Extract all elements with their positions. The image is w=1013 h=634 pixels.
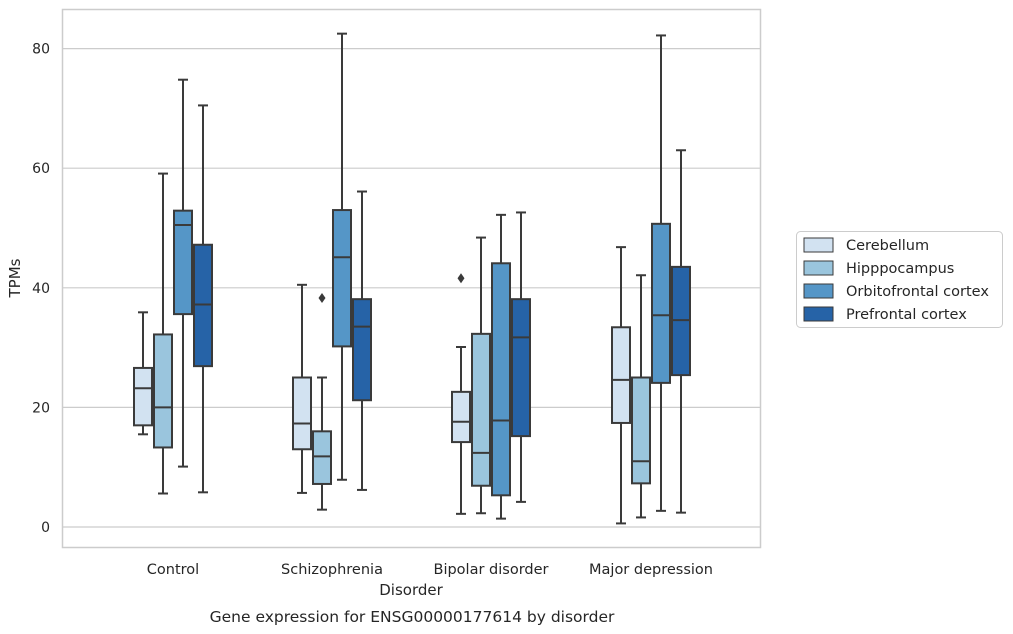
box-body	[651, 222, 671, 384]
chart-title: Gene expression for ENSG00000177614 by d…	[210, 608, 615, 626]
x-tick-label: Major depression	[589, 562, 713, 578]
x-tick-label: Schizophrenia	[281, 562, 383, 578]
y-tick-label: 40	[32, 281, 50, 297]
box-body	[451, 390, 471, 444]
y-axis-label: TPMs	[6, 258, 24, 298]
legend-label: Hipppocampus	[846, 261, 954, 277]
box-body	[611, 326, 631, 424]
box-body	[332, 209, 352, 348]
legend-swatch	[803, 260, 834, 276]
box	[173, 78, 193, 468]
box	[611, 246, 631, 525]
box	[451, 273, 471, 515]
box	[352, 190, 372, 491]
outlier-point	[318, 292, 326, 303]
box-body	[631, 376, 651, 485]
legend-swatch	[803, 306, 834, 322]
box	[153, 172, 173, 495]
legend-swatch	[803, 237, 834, 253]
box	[651, 34, 671, 512]
box	[292, 283, 312, 494]
x-axis-ticks: Control Schizophrenia Bipolar disorder Majo…	[147, 562, 713, 578]
y-tick-label: 60	[32, 161, 50, 177]
box	[133, 311, 153, 436]
box-plot-series	[133, 32, 691, 525]
box	[491, 213, 511, 520]
x-tick-label: Control	[147, 562, 199, 578]
box	[511, 211, 531, 503]
x-axis-label: Disorder	[379, 581, 443, 599]
legend-label: Cerebellum	[846, 238, 929, 254]
legend-label: Orbitofrontal cortex	[846, 284, 989, 300]
box-body	[511, 298, 531, 438]
box	[332, 32, 352, 481]
box-body	[133, 366, 153, 427]
box-body	[491, 262, 511, 497]
legend-label: Prefrontal cortex	[846, 307, 967, 323]
box	[312, 292, 332, 511]
legend-frame	[796, 231, 1003, 328]
legend: Cerebellum Hipppocampus Orbitofrontal cort…	[796, 231, 1003, 328]
box-body	[173, 209, 193, 316]
outlier-point	[457, 273, 465, 284]
box	[193, 104, 213, 494]
box-body	[312, 430, 332, 485]
y-tick-label: 80	[32, 42, 50, 58]
box	[671, 149, 691, 514]
plot-frame	[61, 8, 762, 549]
box-body	[352, 298, 372, 402]
box	[471, 236, 491, 515]
box-body	[153, 333, 173, 449]
box-body	[471, 332, 491, 487]
y-tick-label: 0	[41, 520, 50, 536]
x-tick-label: Bipolar disorder	[434, 562, 549, 578]
y-axis-ticks: 0 20 40 60 80	[32, 42, 50, 536]
legend-swatch	[803, 283, 834, 299]
box-body	[292, 376, 312, 451]
box	[631, 274, 651, 519]
y-tick-label: 20	[32, 400, 50, 416]
